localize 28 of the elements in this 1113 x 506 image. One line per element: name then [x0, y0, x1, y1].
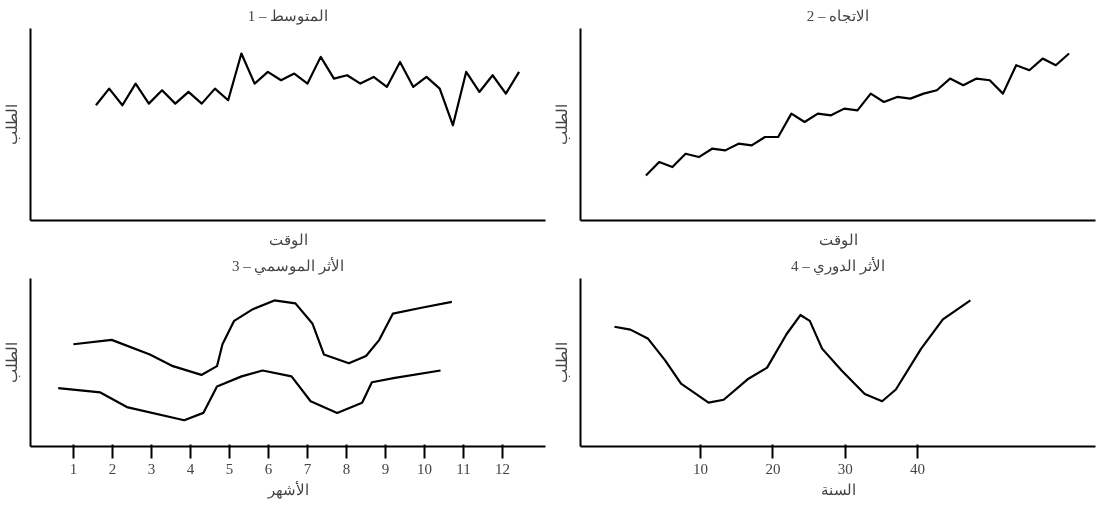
x-axis-title: الأشهر — [266, 480, 309, 499]
x-tick-label: 10 — [417, 460, 433, 477]
x-axis-title: الوقت — [268, 231, 308, 249]
y-axis-title: الطلب — [3, 342, 20, 383]
chart-title: 3 – الأثر الموسمي — [231, 256, 345, 275]
x-tick-label: 1 — [69, 460, 78, 477]
x-axis-title: السنة — [820, 481, 856, 498]
x-tick-label: 8 — [342, 460, 351, 477]
x-tick-label: 2 — [108, 460, 117, 477]
x-tick-label: 4 — [186, 460, 195, 477]
x-axis-title: الوقت — [818, 231, 858, 249]
y-axis-title: الطلب — [3, 104, 20, 145]
x-tick-label: 30 — [837, 460, 853, 477]
y-axis-title: الطلب — [553, 104, 570, 145]
x-tick-label: 6 — [264, 460, 273, 477]
x-tick-label: 5 — [225, 460, 234, 477]
x-tick-label: 10 — [693, 460, 709, 477]
x-tick-label: 11 — [456, 460, 471, 477]
chart-title: 1 – المتوسط — [247, 7, 329, 25]
x-tick-label: 9 — [381, 460, 390, 477]
x-tick-label: 20 — [765, 460, 781, 477]
y-axis-title: الطلب — [553, 342, 570, 383]
chart-title: 4 – الأثر الدوري — [790, 256, 886, 275]
chart-title: 2 – الاتجاه — [806, 7, 870, 24]
x-tick-label: 7 — [303, 460, 312, 477]
x-tick-label: 40 — [910, 460, 926, 477]
x-tick-label: 12 — [495, 460, 511, 477]
x-tick-label: 3 — [147, 460, 156, 477]
